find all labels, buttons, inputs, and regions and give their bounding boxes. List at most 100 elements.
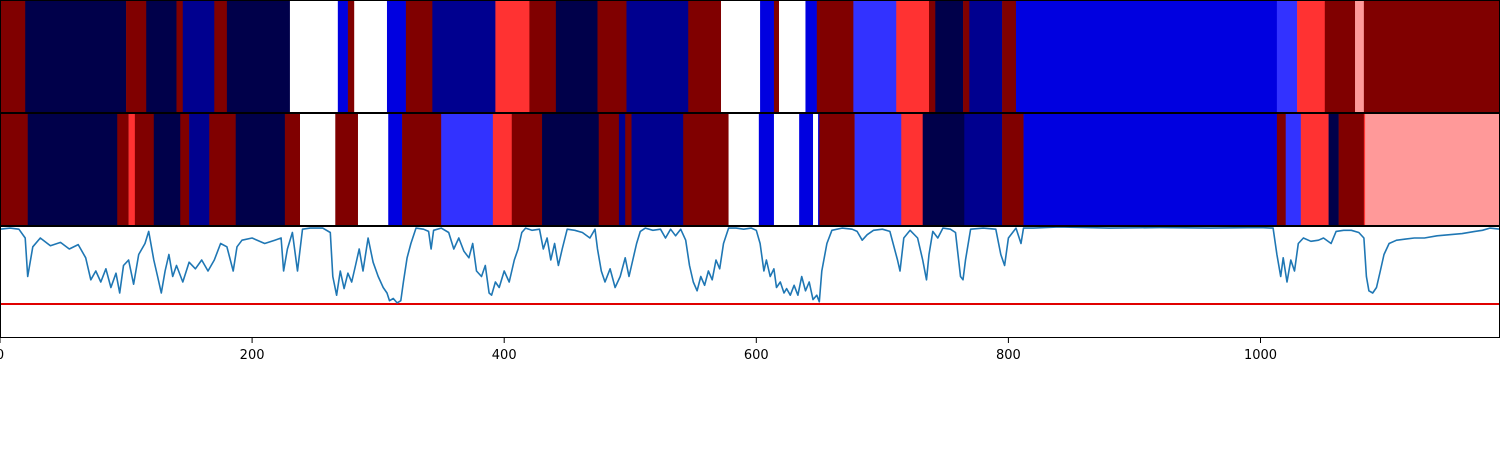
signal-line <box>0 226 1500 304</box>
state-segment <box>758 113 775 226</box>
state-segment <box>284 113 301 226</box>
top-strip-panel <box>0 0 1500 113</box>
state-segment <box>25 0 127 113</box>
state-segment <box>969 0 1003 113</box>
state-segment <box>289 0 339 113</box>
state-segment <box>805 0 818 113</box>
state-segment <box>0 113 29 226</box>
x-tick-label: 600 <box>744 348 769 363</box>
state-segment <box>1002 113 1024 226</box>
signal-panel: 0 200 400 600 800 1000 <box>0 226 1500 363</box>
state-segment <box>626 0 689 113</box>
state-segment <box>901 113 923 226</box>
state-segment <box>728 113 760 226</box>
state-segment <box>1324 0 1356 113</box>
state-segment <box>117 113 129 226</box>
state-segment <box>778 0 806 113</box>
x-tick-label: 0 <box>0 348 4 363</box>
state-segment <box>935 0 964 113</box>
state-segment <box>1338 113 1365 226</box>
state-segment <box>441 113 494 226</box>
state-segment <box>1285 113 1302 226</box>
state-segment <box>597 0 627 113</box>
state-segment <box>126 0 147 113</box>
signal-panel-background <box>0 226 1500 338</box>
state-segment <box>27 113 118 226</box>
state-segment <box>963 0 970 113</box>
state-segment <box>1365 113 1500 226</box>
state-segment <box>337 0 349 113</box>
state-segment <box>153 113 181 226</box>
state-segment <box>819 113 855 226</box>
state-segment <box>529 0 557 113</box>
state-segment <box>631 113 684 226</box>
state-segment <box>560 113 600 226</box>
state-segment <box>386 0 407 113</box>
state-segment <box>896 0 930 113</box>
state-segment <box>1023 113 1278 226</box>
state-segment <box>854 113 902 226</box>
state-segment <box>625 113 632 226</box>
state-segment <box>813 113 819 226</box>
x-axis: 0 200 400 600 800 1000 <box>0 338 1277 363</box>
state-segment <box>209 113 237 226</box>
state-segment <box>0 0 26 113</box>
state-segment <box>555 0 598 113</box>
state-segment <box>1300 113 1329 226</box>
bottom-state-strip <box>0 113 1500 226</box>
state-segment <box>1328 113 1339 226</box>
state-segment <box>964 113 1003 226</box>
state-segment <box>405 0 433 113</box>
state-segment <box>180 113 190 226</box>
state-segment <box>542 113 562 226</box>
state-segment <box>688 0 722 113</box>
state-segment <box>146 0 177 113</box>
state-segment <box>388 113 403 226</box>
state-segment <box>799 113 814 226</box>
state-segment <box>128 113 136 226</box>
state-segment <box>511 113 543 226</box>
state-segment <box>683 113 729 226</box>
state-segment <box>335 113 359 226</box>
x-tick-label: 1000 <box>1244 348 1277 363</box>
state-segment <box>853 0 897 113</box>
state-segment <box>182 0 215 113</box>
state-segment <box>214 0 228 113</box>
state-segment <box>816 0 854 113</box>
top-state-strip <box>0 0 1500 113</box>
bottom-strip-panel <box>0 113 1500 226</box>
state-segment <box>618 113 626 226</box>
state-segment <box>773 113 800 226</box>
state-segment <box>495 0 530 113</box>
state-segment <box>300 113 336 226</box>
state-segment <box>1276 113 1287 226</box>
state-segment <box>721 0 761 113</box>
state-segment <box>226 0 291 113</box>
x-tick-label: 200 <box>240 348 265 363</box>
state-segment <box>347 0 355 113</box>
state-segment <box>176 0 184 113</box>
state-segment <box>598 113 620 226</box>
state-segment <box>928 0 936 113</box>
state-segment <box>354 0 388 113</box>
x-tick-label: 400 <box>492 348 517 363</box>
state-segment <box>1363 113 1366 226</box>
state-segment <box>1355 0 1365 113</box>
state-segment <box>402 113 442 226</box>
x-tick-label: 800 <box>996 348 1021 363</box>
state-segment <box>134 113 155 226</box>
state-segment <box>922 113 965 226</box>
state-segment <box>492 113 513 226</box>
state-segment <box>760 0 775 113</box>
state-segment <box>235 113 286 226</box>
state-segment <box>773 0 780 113</box>
state-segment <box>818 113 820 226</box>
state-segment <box>189 113 210 226</box>
state-segment <box>1363 0 1500 113</box>
state-segment <box>1276 0 1298 113</box>
state-segment <box>1002 0 1017 113</box>
state-segment <box>1297 0 1326 113</box>
state-segment <box>432 0 496 113</box>
state-segment <box>1015 0 1278 113</box>
